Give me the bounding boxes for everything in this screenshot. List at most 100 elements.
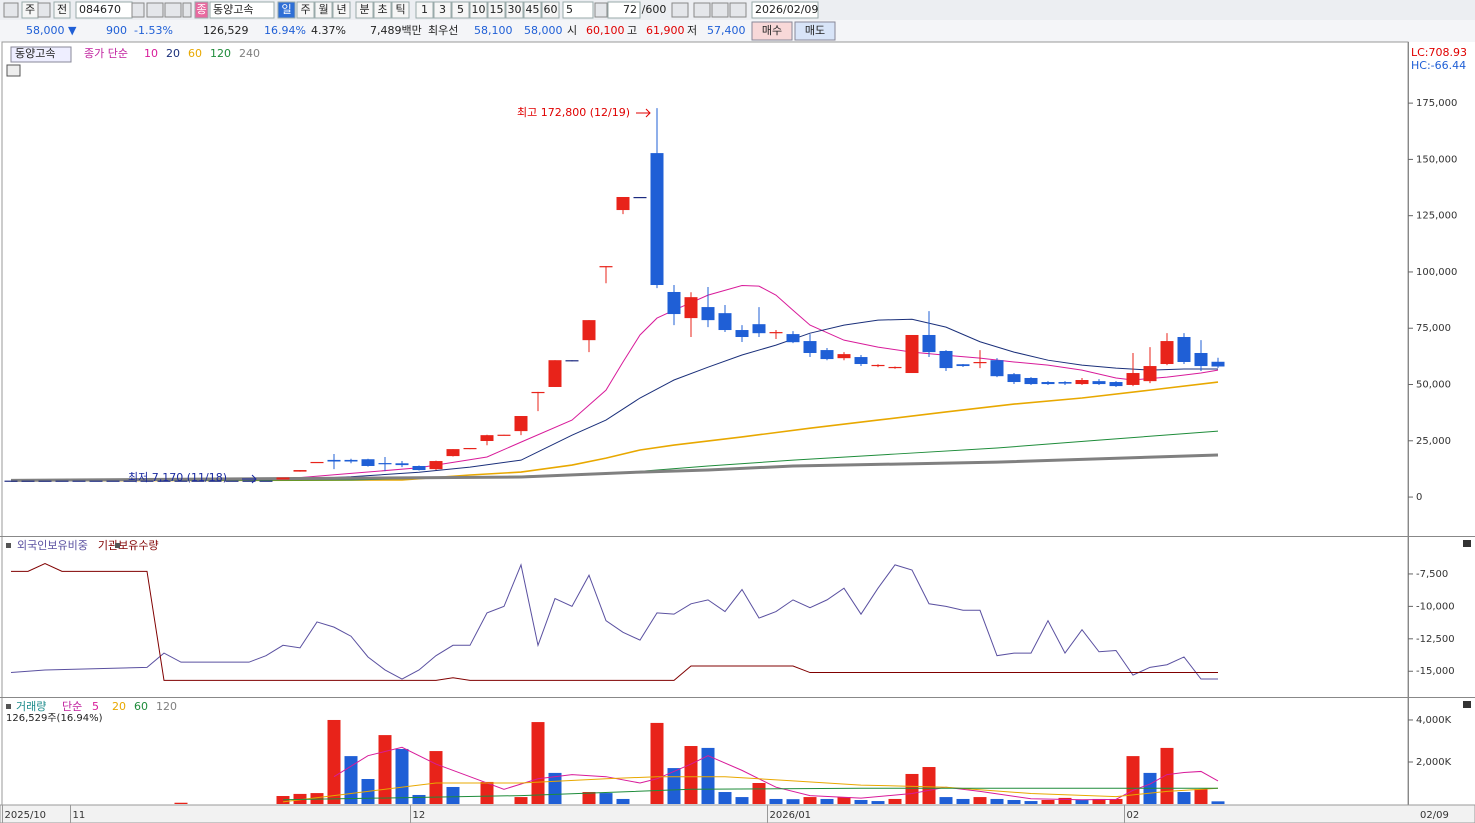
toolbar-icon[interactable] [671, 2, 689, 18]
toolbar-label: 2026/02/09 [755, 3, 818, 16]
quote-field: 58,100 [474, 24, 513, 37]
toolbar-label: 주 [300, 3, 310, 16]
toolbar-label: 45 [526, 3, 540, 16]
candle-body [395, 463, 409, 466]
indicator: HC:-66.44 [1411, 59, 1466, 72]
toolbar-icon[interactable] [711, 2, 729, 18]
plot-area [1, 41, 1409, 806]
volume-bar [531, 722, 545, 804]
quote-field: 4.37% [311, 24, 346, 37]
candle-body [769, 332, 783, 334]
volume-bar [1075, 800, 1089, 804]
toolbar-button[interactable] [523, 1, 542, 19]
toolbar-button[interactable] [751, 1, 819, 19]
toolbar-icon[interactable] [182, 2, 192, 18]
toolbar-label: 084670 [79, 3, 121, 16]
candle-body [497, 434, 511, 436]
candle-body [1109, 382, 1123, 387]
volume-bar [990, 798, 1004, 804]
toolbar-button[interactable] [53, 1, 71, 19]
volume-bar [650, 722, 664, 804]
button-label: 매수 [762, 24, 782, 37]
toolbar-button[interactable] [541, 1, 560, 19]
toolbar-button[interactable] [373, 1, 392, 19]
volume-bar [395, 748, 409, 804]
quote-field: 126,529 [203, 24, 249, 37]
toolbar-button[interactable] [469, 1, 488, 19]
candle-body [786, 334, 800, 343]
candle-body [429, 461, 443, 470]
legend-entry: 10 [144, 47, 158, 60]
x-tick-label: 2025/10 [5, 810, 47, 821]
candle-body [38, 480, 52, 482]
buy-button[interactable] [751, 21, 793, 41]
toolbar-icon[interactable] [729, 2, 747, 18]
candle-body [871, 364, 885, 367]
toolbar-button[interactable] [296, 1, 315, 19]
legend-entry: 240 [239, 47, 260, 60]
candle-body [735, 330, 749, 338]
toolbar-button[interactable] [355, 1, 374, 19]
legend-entry: 외국인보유비중 [17, 539, 88, 552]
volume-bar [1058, 797, 1072, 804]
candle-body [140, 480, 154, 482]
toolbar-button[interactable] [277, 1, 296, 19]
y-tick-label: 0 [1416, 492, 1422, 503]
toolbar-button[interactable] [433, 1, 452, 19]
volume-bar [956, 798, 970, 804]
y-tick-label: -7,500 [1416, 569, 1448, 580]
toolbar-button[interactable] [194, 1, 209, 19]
toolbar-icon[interactable] [37, 2, 51, 18]
candle-body [752, 324, 766, 334]
candle-body [412, 465, 426, 471]
toolbar-icon[interactable] [594, 2, 608, 18]
annotation-arrow [636, 108, 651, 118]
title-box [10, 46, 72, 63]
volume-bar [327, 719, 341, 804]
y-tick-label: 50,000 [1416, 380, 1451, 391]
close-panel[interactable] [1463, 540, 1471, 547]
candle-body [1024, 377, 1038, 385]
grid-icon[interactable] [6, 64, 21, 77]
toolbar-button[interactable] [391, 1, 410, 19]
legend-entry: 5 [92, 700, 99, 713]
toolbar-label: 1 [421, 3, 428, 16]
volume-bar [1211, 801, 1225, 804]
candle-body [650, 153, 664, 286]
toolbar-icon[interactable] [131, 2, 145, 18]
candle-body [1041, 382, 1055, 385]
series-line [11, 563, 1218, 681]
volume-bar [616, 798, 630, 804]
candle-body [582, 320, 596, 341]
candle-body [565, 360, 579, 362]
toolbar-icon[interactable] [3, 2, 19, 18]
candle-body [123, 480, 137, 482]
toolbar-icon[interactable] [164, 2, 182, 18]
sell-button[interactable] [794, 21, 836, 41]
x-tick-label: 02 [1127, 810, 1140, 821]
toolbar-button[interactable] [451, 1, 470, 19]
legend-swatch [115, 543, 120, 548]
volume-bar [820, 798, 834, 804]
toolbar-button[interactable] [415, 1, 434, 19]
toolbar-button[interactable] [332, 1, 351, 19]
toolbar-button[interactable] [487, 1, 506, 19]
toolbar-button[interactable] [314, 1, 333, 19]
toolbar-icon[interactable] [693, 2, 711, 18]
series-line [10, 453, 1219, 482]
date-axis [0, 804, 1475, 823]
toolbar-button[interactable] [209, 1, 275, 19]
volume-bar [871, 801, 885, 804]
toolbar-icon[interactable] [146, 2, 164, 18]
y-tick-label: 125,000 [1416, 211, 1457, 222]
legend-entry: 20 [166, 47, 180, 60]
close-panel[interactable] [1463, 701, 1471, 708]
toolbar-label: 전 [57, 3, 67, 16]
toolbar-button[interactable] [505, 1, 524, 19]
volume-bar [514, 797, 528, 804]
toolbar-label: 동양고속 [213, 3, 253, 16]
toolbar-button[interactable] [562, 1, 594, 19]
volume-bar [939, 797, 953, 804]
toolbar-button[interactable] [607, 1, 641, 19]
